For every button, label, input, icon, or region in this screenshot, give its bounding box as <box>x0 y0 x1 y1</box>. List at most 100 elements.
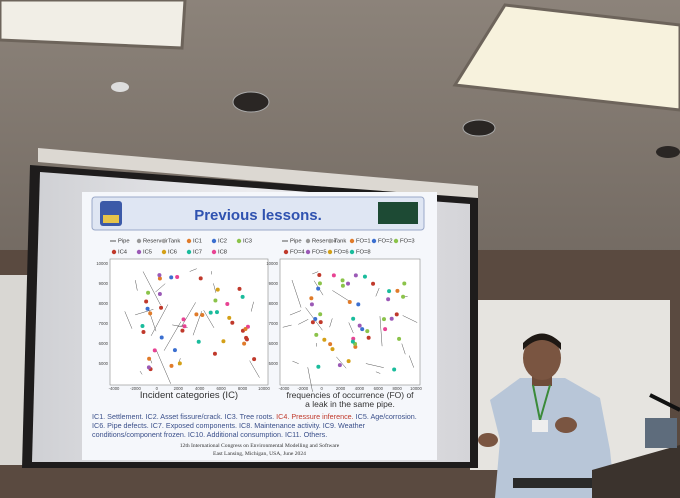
pipe <box>307 367 313 392</box>
laptop <box>645 418 677 448</box>
incident-dot <box>328 342 333 347</box>
notes-text: IC5. Age/corrosion. IC6. Pipe defects. I… <box>92 412 417 439</box>
incident-dot <box>351 316 356 321</box>
sprinkler <box>111 82 129 92</box>
pipe <box>250 301 254 312</box>
incident-dot <box>310 320 315 325</box>
plot-area <box>279 258 421 386</box>
incident-dot <box>362 274 367 279</box>
hair <box>523 333 561 350</box>
incident-dot <box>318 320 323 325</box>
y-tick-label: 5000 <box>99 361 109 366</box>
incident-dot <box>227 315 232 320</box>
pipe <box>150 304 169 336</box>
incident-dot <box>322 337 327 342</box>
legend-marker <box>211 249 217 255</box>
y-tick-label: 8000 <box>269 301 279 306</box>
incident-dot <box>350 339 355 344</box>
pipe <box>402 315 418 323</box>
legend-marker <box>136 238 142 244</box>
pipe <box>213 283 217 293</box>
legend-marker <box>136 249 142 255</box>
plot-area <box>109 258 269 386</box>
incident-dot <box>317 273 322 278</box>
incident-dot <box>230 320 235 325</box>
incident-dot <box>395 288 400 293</box>
legend-label: Pipe <box>118 239 130 245</box>
incident-dot <box>200 313 205 318</box>
incident-dot <box>397 336 402 341</box>
incident-dot <box>145 306 150 311</box>
incident-dot <box>317 281 322 286</box>
head <box>523 336 561 380</box>
incident-dot <box>213 298 218 303</box>
y-tick-label: 6000 <box>99 341 109 346</box>
legend-label: FO=4 <box>290 250 305 256</box>
legend-marker <box>186 238 192 244</box>
downlight <box>656 146 680 158</box>
legend-label: IC1 <box>193 239 202 245</box>
podium <box>592 445 680 498</box>
incident-dot <box>346 281 351 286</box>
x-tick-label: 6000 <box>374 386 384 391</box>
x-tick-label: -4000 <box>109 386 120 391</box>
incident-dot <box>360 327 365 332</box>
incident-dot <box>169 275 174 280</box>
pipe <box>249 360 260 378</box>
x-tick-label: 8000 <box>238 386 248 391</box>
pipe <box>156 350 171 384</box>
pipe <box>298 319 309 325</box>
incident-dot <box>309 296 314 301</box>
pipe <box>292 360 299 364</box>
x-tick-label: -4000 <box>279 386 290 391</box>
incident-dot <box>208 310 213 315</box>
x-tick-label: 8000 <box>392 386 402 391</box>
pipe <box>150 359 153 364</box>
legend-label: Reservoir <box>312 239 337 245</box>
incident-dot <box>371 281 376 286</box>
legend-label: FO=6 <box>334 250 349 256</box>
incident-dot <box>147 356 152 361</box>
legend-label: IC8 <box>218 250 227 256</box>
pipe <box>192 311 202 336</box>
incident-dot <box>194 312 199 317</box>
legend-label: IC7 <box>193 250 202 256</box>
y-tick-label: 9000 <box>99 281 109 286</box>
incident-dot <box>347 299 352 304</box>
incident-dot <box>357 323 362 328</box>
incident-dot <box>244 337 249 342</box>
incident-dot <box>146 365 151 370</box>
legend-label: Reservoir <box>143 239 168 245</box>
incident-dot <box>313 316 318 321</box>
legend-marker <box>236 238 242 244</box>
pipe <box>189 268 197 272</box>
pipe <box>375 371 381 374</box>
incident-dot <box>159 335 164 340</box>
pipe <box>329 318 333 328</box>
legend-label: IC2 <box>218 239 227 245</box>
incident-dot <box>381 317 386 322</box>
caption: Incident categories (IC) <box>140 390 238 401</box>
incident-dot <box>356 302 361 307</box>
legend-label: IC5 <box>143 250 152 256</box>
incident-dot <box>157 273 162 278</box>
y-tick-label: 9000 <box>269 281 279 286</box>
incident-dot <box>383 327 388 332</box>
pipe <box>282 324 292 328</box>
incident-dot <box>157 276 162 281</box>
legend-marker <box>186 249 192 255</box>
pipe <box>336 356 347 369</box>
incident-dot <box>337 363 342 368</box>
incident-dot <box>346 359 351 364</box>
incident-dot <box>198 276 203 281</box>
title-bar <box>91 196 425 231</box>
screen-housing <box>38 148 478 200</box>
pipe <box>375 287 380 297</box>
incident-dot <box>330 347 335 352</box>
caption-line: a leak in the same pipe. <box>305 399 395 409</box>
incident-dot <box>169 363 174 368</box>
incident-dot <box>152 348 157 353</box>
y-tick-label: 5000 <box>269 361 279 366</box>
legend-marker <box>283 249 289 255</box>
